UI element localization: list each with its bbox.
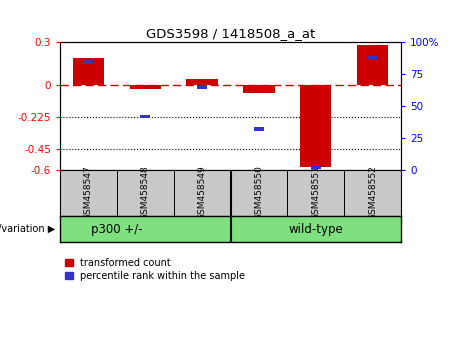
Bar <box>140 115 150 118</box>
Text: GSM458549: GSM458549 <box>198 166 207 220</box>
Text: GSM458551: GSM458551 <box>311 165 320 221</box>
Bar <box>130 85 161 89</box>
Text: wild-type: wild-type <box>289 223 343 236</box>
Bar <box>83 60 94 63</box>
Title: GDS3598 / 1418508_a_at: GDS3598 / 1418508_a_at <box>146 27 315 40</box>
Bar <box>357 45 388 85</box>
Text: genotype/variation ▶: genotype/variation ▶ <box>0 224 55 234</box>
Text: GSM458547: GSM458547 <box>84 166 93 220</box>
Bar <box>367 56 378 59</box>
Text: GSM458550: GSM458550 <box>254 165 263 221</box>
Bar <box>300 85 331 167</box>
Text: GSM458548: GSM458548 <box>141 166 150 220</box>
Text: GSM458552: GSM458552 <box>368 166 377 220</box>
Text: p300 +/-: p300 +/- <box>91 223 142 236</box>
Bar <box>73 58 104 85</box>
Legend: transformed count, percentile rank within the sample: transformed count, percentile rank withi… <box>65 258 245 281</box>
Bar <box>311 166 321 169</box>
Bar <box>186 79 218 85</box>
Bar <box>254 127 264 131</box>
Bar <box>197 85 207 89</box>
Bar <box>243 85 275 93</box>
